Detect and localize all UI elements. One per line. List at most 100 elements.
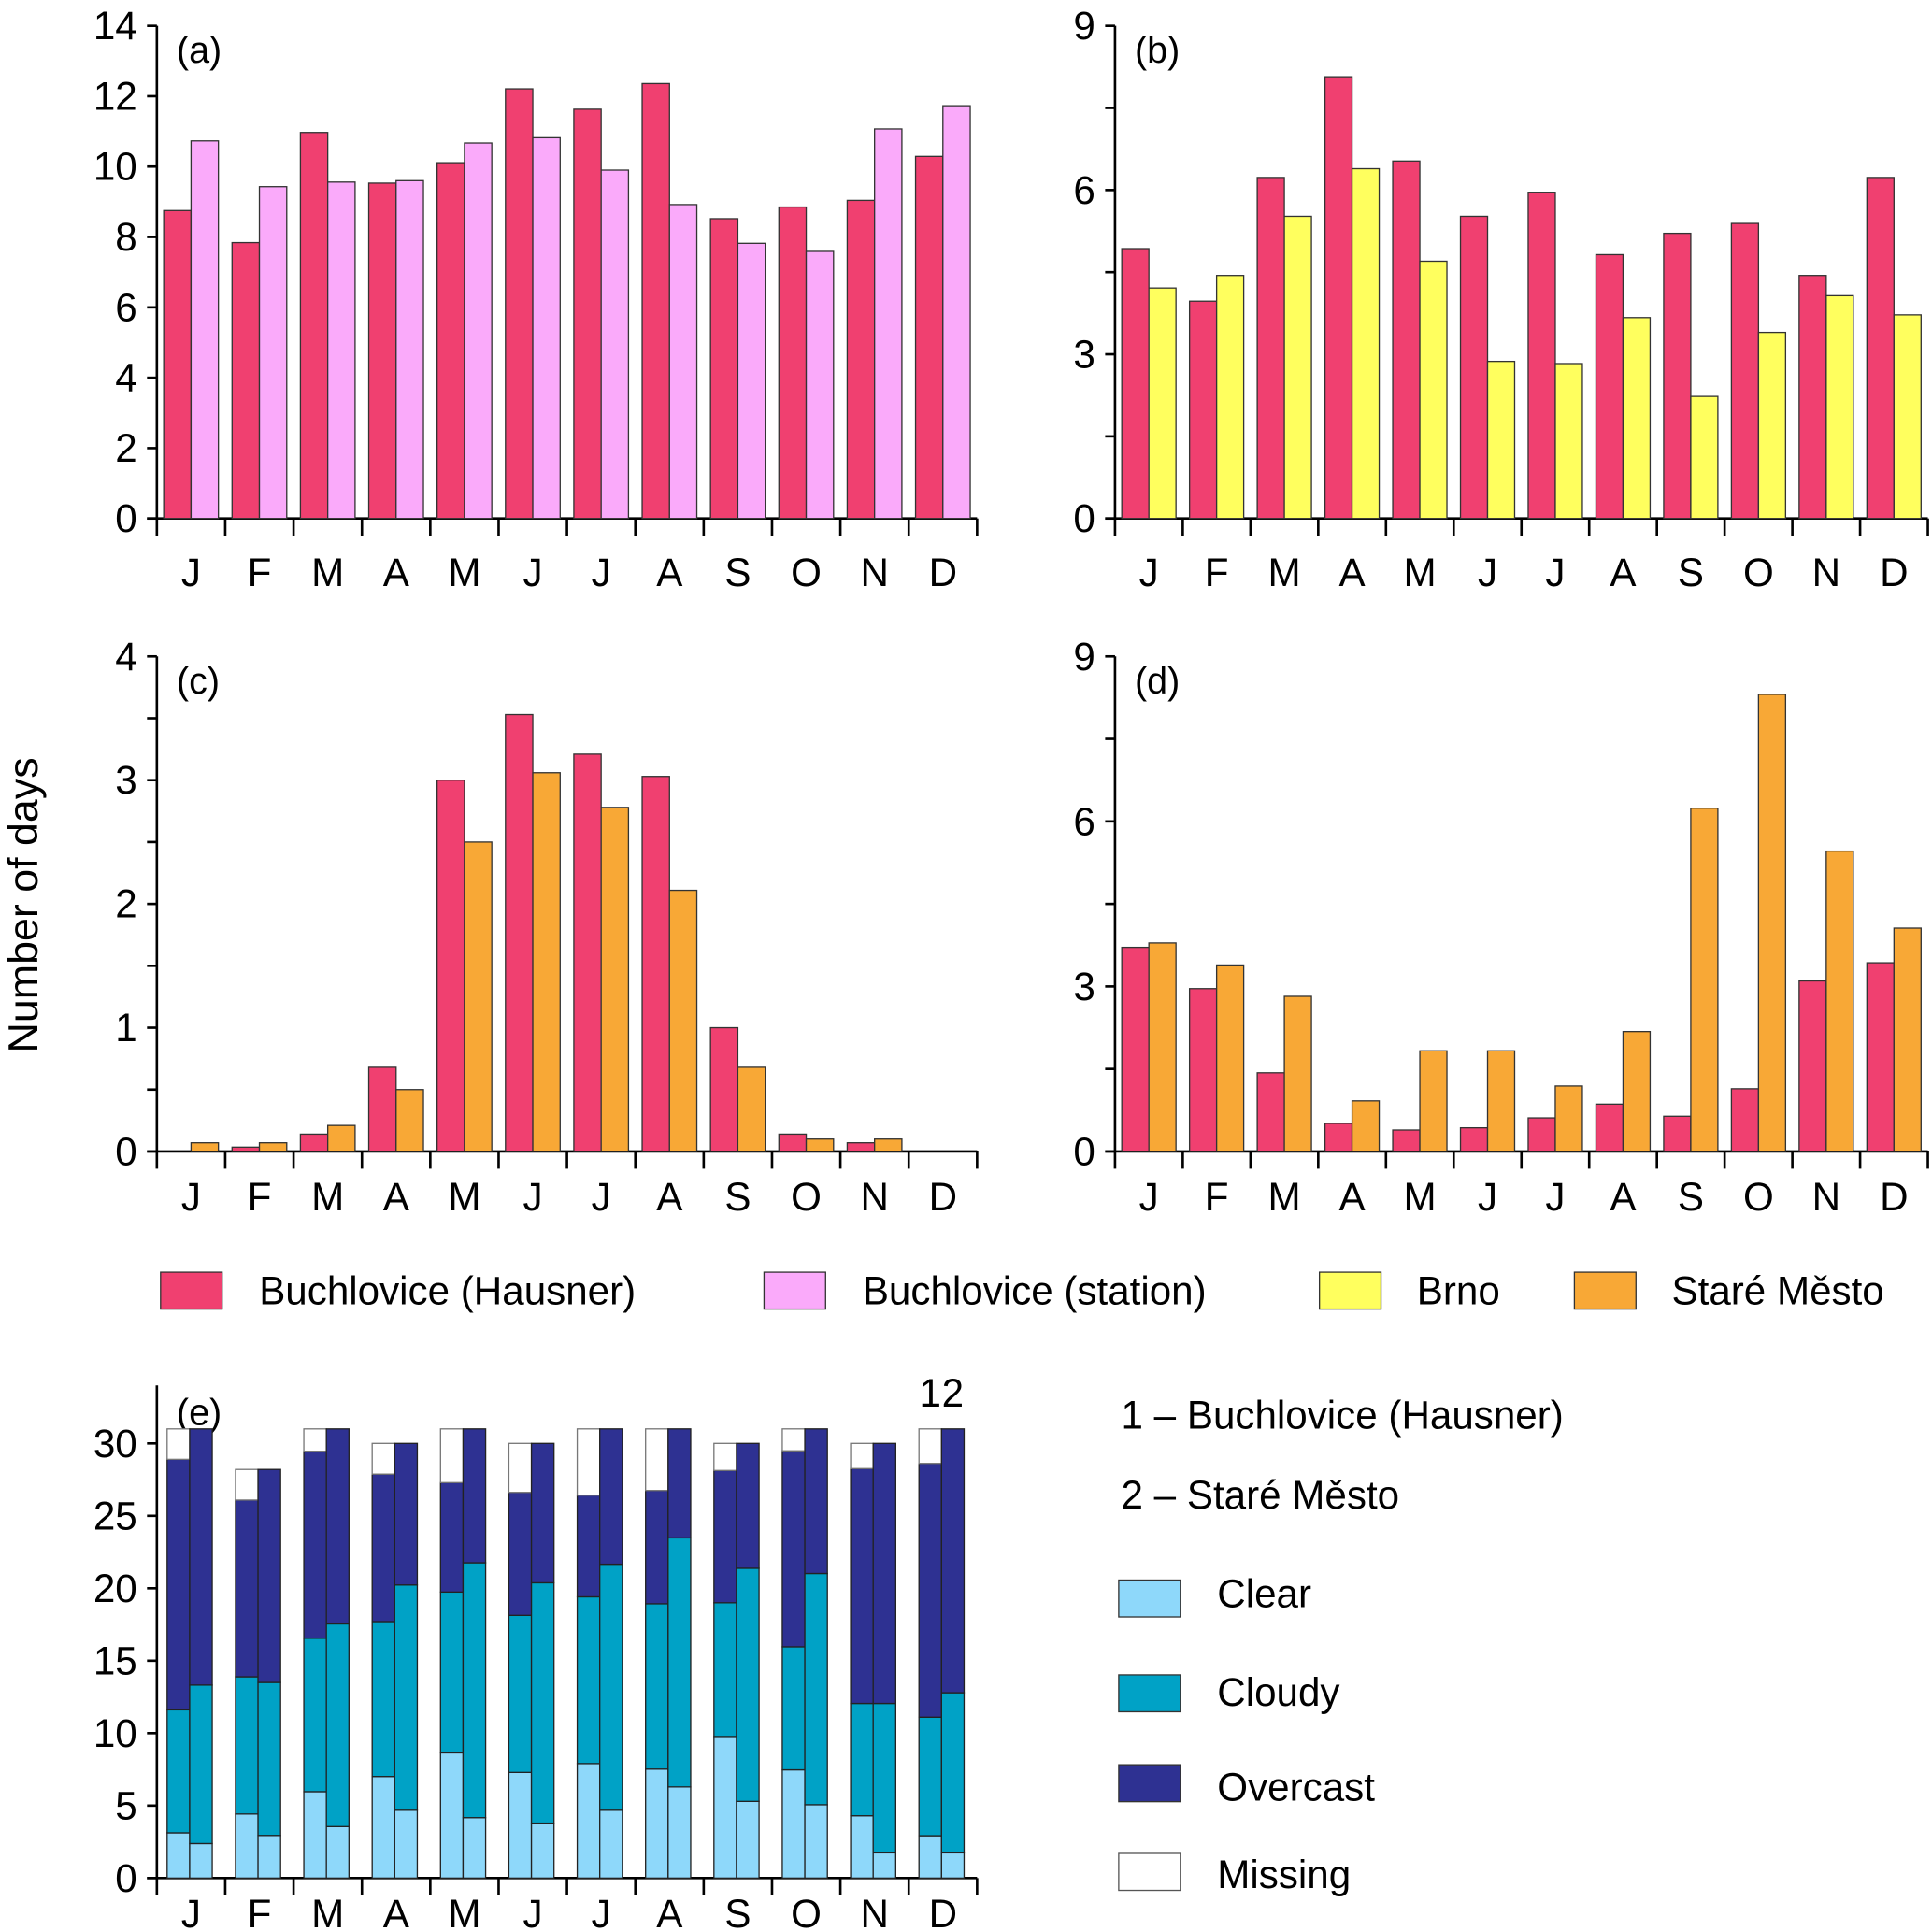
bar-buchlovice-hausner — [299, 1133, 329, 1152]
x-tick-label: J — [1545, 551, 1565, 594]
bar-buchlovice-hausner — [1121, 946, 1150, 1152]
bar-segment-cloudy — [576, 1595, 601, 1765]
bar-segment-missing — [713, 1442, 737, 1471]
bar-buchlovice-hausner — [846, 199, 876, 520]
legend-label-stare-mesto: Staré Město — [1671, 1268, 1883, 1312]
bar-segment-clear — [257, 1835, 281, 1880]
bar-stare-mesto — [1215, 964, 1245, 1152]
x-tick-label: J — [181, 1175, 201, 1219]
x-tick-label: J — [181, 551, 201, 594]
bar-stare-mesto — [1825, 850, 1854, 1152]
bar-segment-missing — [303, 1428, 327, 1452]
bar-segment-cloudy — [850, 1702, 874, 1817]
x-tick-label: M — [1268, 1175, 1301, 1219]
bar-segment-cloudy — [918, 1716, 942, 1837]
bar-buchlovice-hausner — [1256, 1072, 1285, 1152]
bar-buchlovice-hausner — [299, 132, 329, 520]
bar-buchlovice-hausner — [1663, 232, 1692, 520]
bar-segment-clear — [325, 1825, 350, 1880]
bar-segment-cloudy — [371, 1621, 395, 1778]
y-tick-label: 15 — [93, 1638, 137, 1682]
bar-buchlovice-hausner — [1595, 253, 1624, 520]
x-tick-label: J — [1139, 1175, 1159, 1219]
bar-buchlovice-station — [258, 186, 288, 520]
y-tick-label: 25 — [93, 1494, 137, 1538]
x-tick-label: N — [860, 551, 888, 594]
bar-segment-clear — [189, 1842, 213, 1880]
bar-segment-overcast — [508, 1492, 533, 1616]
bar-buchlovice-hausner — [436, 780, 465, 1152]
bar-brno — [1419, 260, 1448, 520]
bar-buchlovice-station — [395, 179, 424, 520]
bar-buchlovice-hausner — [1324, 1123, 1353, 1152]
bar-segment-clear — [530, 1822, 555, 1880]
bar-segment-cloudy — [394, 1584, 419, 1811]
bar-buchlovice-station — [874, 128, 903, 520]
bar-segment-cloudy — [940, 1692, 966, 1854]
bar-segment-overcast — [394, 1442, 419, 1586]
legend-label-overcast: Overcast — [1217, 1765, 1375, 1809]
legend-station-1: 1 – Buchlovice (Hausner) — [1122, 1393, 1564, 1437]
bar-segment-cloudy — [736, 1567, 760, 1803]
bar-segment-clear — [940, 1852, 966, 1880]
x-tick-label: F — [1205, 1175, 1229, 1219]
y-tick-label: 4 — [115, 635, 136, 679]
x-tick-label: D — [1880, 1175, 1908, 1219]
bar-brno — [1893, 314, 1922, 520]
y-tick-label: 3 — [1073, 965, 1095, 1008]
x-tick-label: J — [522, 1175, 542, 1219]
bar-buchlovice-station — [532, 136, 561, 520]
bar-stare-mesto — [668, 889, 698, 1152]
bar-segment-clear — [804, 1804, 828, 1880]
panel-label: (a) — [177, 30, 222, 71]
x-tick-label: D — [929, 1892, 957, 1931]
bar-buchlovice-hausner — [709, 218, 739, 520]
bar-segment-clear — [736, 1800, 760, 1880]
x-tick-label: O — [1743, 551, 1774, 594]
bar-buchlovice-station — [190, 140, 220, 520]
bar-segment-missing — [508, 1442, 533, 1494]
bar-buchlovice-hausner — [1392, 1129, 1421, 1152]
bar-segment-cloudy — [325, 1623, 350, 1827]
bar-buchlovice-hausner — [436, 162, 465, 520]
bar-segment-missing — [918, 1428, 942, 1465]
bar-segment-clear — [508, 1771, 533, 1880]
bar-segment-cloudy — [804, 1572, 828, 1806]
x-tick-label: A — [656, 1892, 683, 1931]
bar-stare-mesto — [1419, 1050, 1448, 1152]
x-tick-label: D — [929, 551, 957, 594]
bar-segment-clear — [166, 1832, 191, 1880]
bar-segment-missing — [166, 1428, 191, 1461]
bar-stare-mesto — [326, 1124, 356, 1152]
bar-segment-clear — [462, 1817, 487, 1880]
bar-stare-mesto — [1690, 808, 1719, 1152]
bar-segment-clear — [713, 1736, 737, 1880]
bar-segment-overcast — [804, 1428, 828, 1575]
bar-segment-overcast — [530, 1442, 555, 1584]
bar-buchlovice-station — [805, 250, 835, 520]
x-tick-label: J — [181, 1892, 201, 1931]
x-tick-label: M — [448, 1892, 480, 1931]
bar-stare-mesto — [395, 1089, 424, 1152]
bar-segment-missing — [235, 1468, 259, 1501]
x-tick-label: J — [1139, 551, 1159, 594]
bar-segment-clear — [599, 1809, 623, 1880]
bar-buchlovice-hausner — [778, 206, 808, 520]
bar-buchlovice-hausner — [1730, 222, 1760, 520]
x-tick-label: J — [592, 551, 611, 594]
y-tick-label: 0 — [1073, 1129, 1095, 1173]
bar-buchlovice-hausner — [1324, 76, 1353, 520]
bar-segment-missing — [371, 1442, 395, 1475]
legend-station-2: 2 – Staré Město — [1122, 1473, 1400, 1517]
x-tick-label: F — [248, 1892, 272, 1931]
bar-brno — [1757, 331, 1787, 520]
x-tick-label: J — [592, 1892, 611, 1931]
x-tick-label: A — [1610, 551, 1637, 594]
bar-stare-mesto — [600, 807, 630, 1152]
bar-buchlovice-hausner — [1866, 177, 1895, 520]
bar-segment-cloudy — [439, 1591, 465, 1754]
legend-swatch-clear — [1118, 1579, 1181, 1618]
station-column-label: 2 — [942, 1371, 964, 1415]
